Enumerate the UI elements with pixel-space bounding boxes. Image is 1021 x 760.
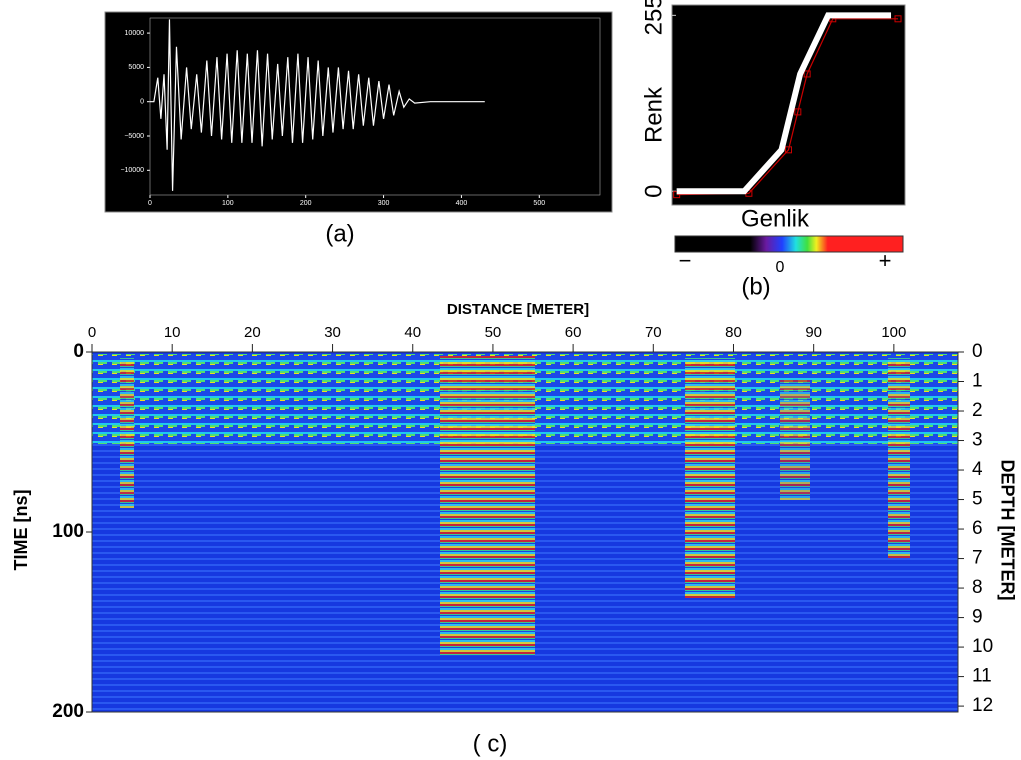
x-tick-label: 90: [805, 324, 822, 341]
plot-background: [104, 11, 613, 213]
y-tick-label: 5000: [128, 64, 144, 71]
x-tick-label: 0: [88, 324, 96, 341]
x-tick-label: 30: [324, 324, 341, 341]
y2-axis-label: DEPTH [METER]: [997, 460, 1017, 601]
y2-tick-label: 9: [972, 607, 983, 628]
x-tick-label: 100: [222, 200, 234, 207]
x-tick-label: 0: [148, 200, 152, 207]
x-tick-label: 300: [378, 200, 390, 207]
y-tick-label: 255: [640, 0, 667, 35]
y2-tick-label: 2: [972, 400, 983, 421]
x-tick-label: 10: [164, 324, 181, 341]
x-tick-label: 70: [645, 324, 662, 341]
radargram-image: [91, 351, 959, 713]
panel-caption: (a): [325, 220, 354, 247]
y-axis-label: TIME [ns]: [11, 490, 31, 571]
marker: [803, 70, 811, 78]
y2-tick-label: 10: [972, 636, 993, 657]
y2-tick-label: 1: [972, 371, 983, 392]
x-tick-label: 50: [485, 324, 502, 341]
y-tick-label: −5000: [124, 133, 144, 140]
y2-tick-label: 5: [972, 489, 983, 510]
plot-background: [671, 4, 906, 206]
y-tick-label: 0: [140, 99, 144, 106]
y2-tick-label: 11: [972, 666, 992, 687]
x-tick-label: 100: [881, 324, 906, 341]
y2-tick-label: 6: [972, 518, 983, 539]
x-axis-label: DISTANCE [METER]: [447, 301, 589, 318]
x-axis-label: Genlik: [741, 205, 810, 232]
x-tick-label: 400: [456, 200, 468, 207]
axes-frame: [149, 17, 601, 196]
y-tick-label: 0: [640, 185, 667, 198]
y-tick-label: 200: [52, 701, 84, 722]
x-tick-label: 80: [725, 324, 742, 341]
data-line: [676, 18, 899, 196]
y2-tick-label: 12: [972, 695, 993, 716]
y2-tick-label: 4: [972, 459, 983, 480]
colorbar-label: +: [879, 248, 892, 273]
x-tick-label: 20: [244, 324, 261, 341]
y-tick-label: −10000: [120, 167, 144, 174]
x-tick-label: 40: [404, 324, 421, 341]
y-tick-label: 10000: [125, 30, 145, 37]
colorbar: [674, 235, 904, 253]
y-tick-label: 100: [52, 521, 84, 542]
panel-caption: (b): [741, 273, 770, 300]
marker: [785, 146, 792, 154]
y2-tick-label: 0: [972, 341, 983, 362]
marker: [794, 108, 802, 116]
data-line: [150, 19, 485, 191]
x-tick-label: 500: [533, 200, 545, 207]
panel-caption: ( c): [473, 730, 508, 757]
y2-tick-label: 7: [972, 548, 983, 569]
y2-tick-label: 3: [972, 430, 983, 451]
y-axis-label: Renk: [640, 86, 667, 143]
y-tick-label: 0: [73, 341, 84, 362]
x-tick-label: 60: [565, 324, 582, 341]
marker: [894, 15, 902, 23]
y2-tick-label: 8: [972, 577, 983, 598]
colorbar-label: −: [679, 248, 692, 273]
data-line: [676, 12, 892, 195]
x-tick-label: 200: [300, 200, 312, 207]
colorbar-label: 0: [776, 259, 785, 276]
